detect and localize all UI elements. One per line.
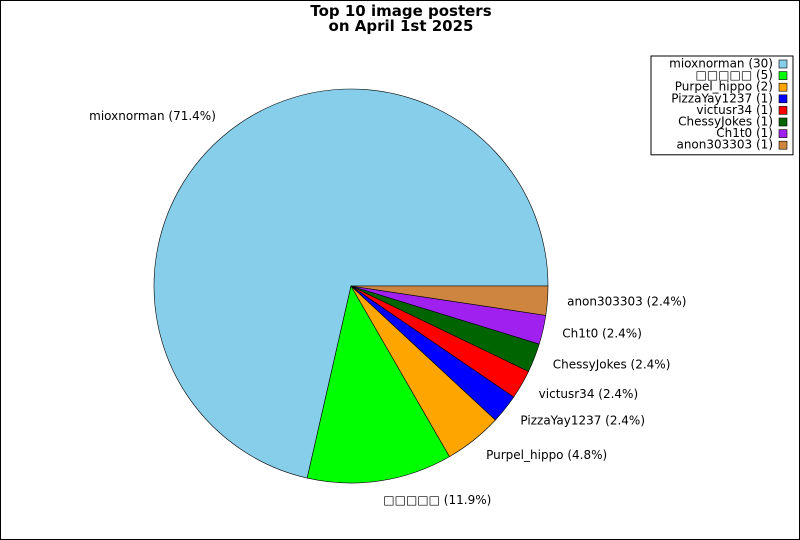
legend-label: Ch1t0 (1) [716, 126, 773, 140]
slice-label: Purpel_hippo (4.8%) [486, 448, 607, 462]
legend: mioxnorman (30)□□□□□ (5)Purpel_hippo (2)… [650, 55, 794, 156]
legend-swatch [778, 71, 788, 80]
legend-swatch [778, 117, 788, 127]
legend-label: victusr34 (1) [696, 103, 773, 117]
slice-label: □□□□□ (11.9%) [383, 493, 491, 507]
legend-label: anon303303 (1) [676, 138, 773, 152]
slice-label: mioxnorman (71.4%) [89, 109, 216, 123]
legend-label: PizzaYay1237 (1) [671, 91, 773, 105]
legend-swatch [778, 129, 788, 138]
chart-title: Top 10 image posters on April 1st 2025 [310, 2, 492, 35]
pie-slice [350, 285, 549, 316]
legend-label: mioxnorman (30) [669, 57, 773, 71]
legend-swatch [778, 140, 788, 150]
legend-swatch [778, 106, 788, 115]
legend-swatch [778, 82, 788, 92]
legend-label: Purpel_hippo (2) [675, 80, 773, 94]
legend-box [650, 55, 794, 156]
pie-slice [153, 88, 549, 479]
slice-label: PizzaYay1237 (2.4%) [520, 414, 645, 428]
legend-label: □□□□□ (5) [695, 68, 773, 82]
legend-swatch [778, 59, 788, 69]
pie-slice [306, 285, 450, 484]
slice-label: Ch1t0 (2.4%) [562, 327, 642, 341]
slice-label: anon303303 (2.4%) [567, 295, 686, 309]
legend-swatch [778, 94, 788, 104]
slice-label: victusr34 (2.4%) [539, 387, 638, 401]
slice-label: ChessyJokes (2.4%) [553, 358, 671, 372]
legend-label: ChessyJokes (1) [678, 115, 773, 129]
